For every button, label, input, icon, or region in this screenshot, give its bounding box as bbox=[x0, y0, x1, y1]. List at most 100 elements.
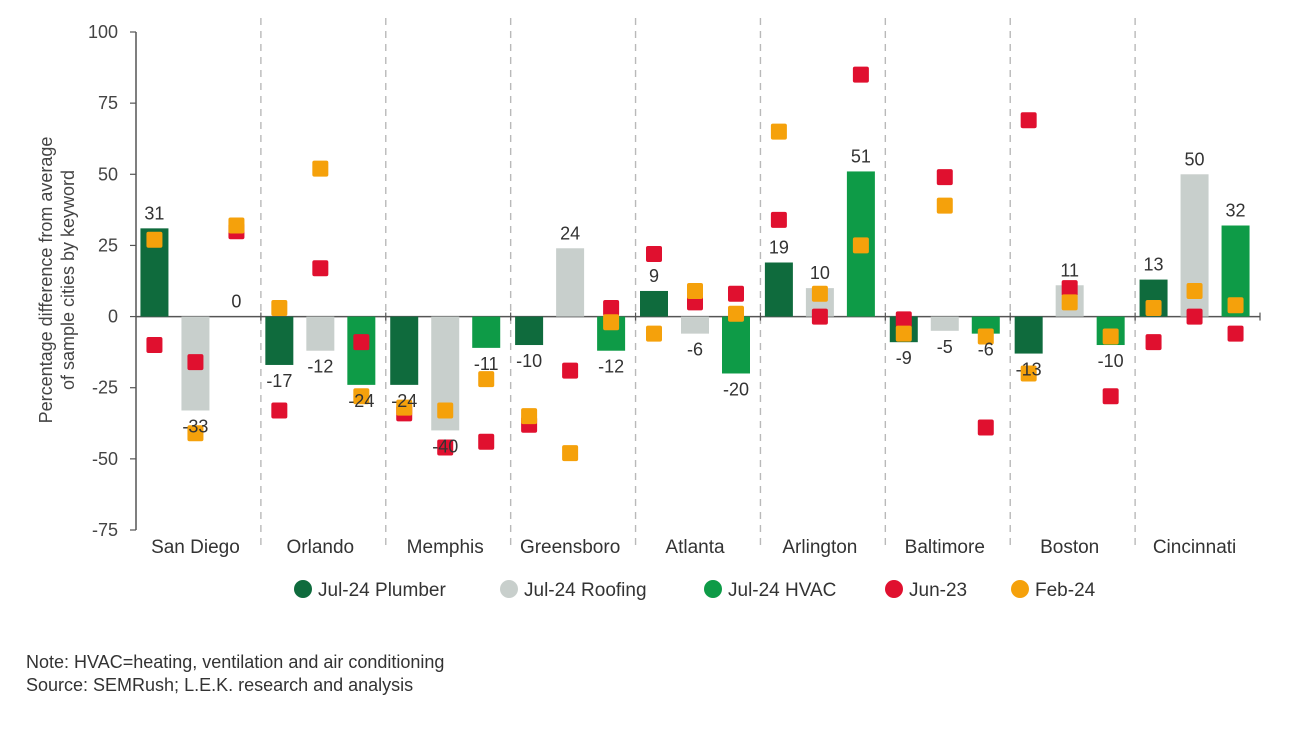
category-label-orlando: Orlando bbox=[287, 537, 355, 558]
legend-item-jun-23: Jun-23 bbox=[885, 580, 967, 601]
category-label-atlanta: Atlanta bbox=[665, 537, 725, 558]
bar-jul-24-plumber-memphis bbox=[390, 316, 419, 385]
data-label-jul-24-hvac-greensboro: -12 bbox=[598, 357, 624, 377]
data-label-jul-24-roofing-atlanta: -6 bbox=[687, 340, 703, 360]
y-axis-title: Percentage difference from average of sam… bbox=[36, 137, 78, 424]
y-tick-label: -50 bbox=[92, 449, 118, 469]
data-label-jul-24-plumber-boston: -13 bbox=[1016, 360, 1042, 380]
marker-jun-23-orlando-1 bbox=[271, 402, 288, 419]
data-label-jul-24-roofing-cincinnati: 50 bbox=[1185, 149, 1205, 169]
markers bbox=[146, 66, 1244, 462]
marker-feb-24-orlando-3 bbox=[353, 388, 370, 405]
bar-jul-24-plumber-orlando bbox=[265, 316, 294, 365]
marker-jun-23-arlington-2 bbox=[811, 308, 828, 325]
marker-feb-24-memphis-2 bbox=[437, 402, 454, 419]
data-label-jul-24-plumber-san-diego: 31 bbox=[144, 203, 164, 223]
bar-jul-24-roofing-orlando bbox=[306, 316, 335, 351]
marker-feb-24-boston-3 bbox=[1102, 328, 1119, 345]
chart-notes: Note: HVAC=heating, ventilation and air … bbox=[26, 651, 444, 697]
marker-feb-24-boston-2 bbox=[1061, 294, 1078, 311]
data-label-jul-24-hvac-atlanta: -20 bbox=[723, 379, 749, 399]
marker-feb-24-memphis-1 bbox=[396, 399, 413, 416]
data-label-jul-24-plumber-memphis: -24 bbox=[391, 391, 417, 411]
bar-jul-24-hvac-atlanta bbox=[722, 316, 750, 374]
data-label-jul-24-plumber-baltimore: -9 bbox=[896, 348, 912, 368]
category-label-cincinnati: Cincinnati bbox=[1153, 537, 1236, 558]
legend-item-feb-24: Feb-24 bbox=[1011, 580, 1096, 601]
data-label-jul-24-roofing-san-diego: -33 bbox=[182, 416, 208, 436]
marker-jun-23-cincinnati-1 bbox=[1145, 334, 1162, 351]
data-label-jul-24-roofing-memphis: -40 bbox=[432, 436, 458, 456]
data-label-jul-24-hvac-orlando: -24 bbox=[348, 391, 374, 411]
marker-feb-24-baltimore-1 bbox=[895, 325, 912, 342]
marker-jun-23-boston-2 bbox=[1061, 280, 1078, 297]
data-label-jul-24-hvac-san-diego: 0 bbox=[231, 292, 241, 312]
legend-swatch bbox=[500, 580, 518, 598]
data-label-jul-24-hvac-cincinnati: 32 bbox=[1226, 201, 1246, 221]
marker-jun-23-orlando-2 bbox=[312, 260, 329, 277]
data-labels: 31 -33 0 -17 -12 -24 -24 -40 -11 -10 24 -12 9 -6 -20 19… bbox=[144, 146, 1245, 456]
legend-item-jul-24-roofing: Jul-24 Roofing bbox=[500, 580, 647, 601]
category-label-boston: Boston bbox=[1040, 537, 1099, 558]
bar-jul-24-plumber-atlanta bbox=[640, 290, 668, 317]
bar-jul-24-hvac-orlando bbox=[347, 316, 376, 385]
marker-feb-24-san-diego-3 bbox=[228, 217, 245, 234]
data-label-jul-24-roofing-arlington: 10 bbox=[810, 263, 830, 283]
bar-jul-24-roofing-baltimore bbox=[930, 316, 959, 331]
y-tick-label: -25 bbox=[92, 378, 118, 398]
category-label-greensboro: Greensboro bbox=[520, 537, 620, 558]
y-axis-title-line: of sample cities by keyword bbox=[58, 170, 78, 390]
y-ticks: 100 75 50 25 0 -25 -50 -75 bbox=[88, 22, 136, 540]
marker-feb-24-cincinnati-3 bbox=[1227, 297, 1244, 314]
y-tick-label: 50 bbox=[98, 164, 118, 184]
legend-label: Jun-23 bbox=[909, 580, 967, 601]
y-tick-label: 75 bbox=[98, 93, 118, 113]
legend-label: Jul-24 HVAC bbox=[728, 580, 836, 601]
marker-feb-24-greensboro-3 bbox=[603, 314, 620, 331]
data-label-jul-24-plumber-orlando: -17 bbox=[266, 371, 292, 391]
legend: Jul-24 Plumber Jul-24 Roofing Jul-24 HVAC J… bbox=[294, 580, 1096, 601]
bar-jul-24-hvac-memphis bbox=[472, 316, 501, 348]
data-label-jul-24-roofing-greensboro: 24 bbox=[560, 223, 580, 243]
category-labels: San Diego Orlando Memphis Greensboro Atlanta… bbox=[151, 537, 1236, 558]
category-separators bbox=[260, 18, 1136, 545]
marker-jun-23-memphis-3 bbox=[478, 433, 495, 450]
marker-feb-24-atlanta-1 bbox=[646, 325, 662, 342]
marker-jun-23-boston-3 bbox=[1102, 388, 1119, 405]
y-tick-label: 0 bbox=[108, 307, 118, 327]
marker-jun-23-cincinnati-2 bbox=[1186, 308, 1203, 325]
marker-feb-24-arlington-2 bbox=[811, 285, 828, 302]
marker-jun-23-baltimore-2 bbox=[936, 169, 953, 186]
legend-label: Jul-24 Plumber bbox=[318, 580, 446, 601]
legend-swatch bbox=[885, 580, 903, 598]
legend-item-jul-24-plumber: Jul-24 Plumber bbox=[294, 580, 446, 601]
axes bbox=[135, 32, 1261, 530]
data-label-jul-24-roofing-orlando: -12 bbox=[307, 357, 333, 377]
y-tick-label: 25 bbox=[98, 235, 118, 255]
marker-jun-23-baltimore-1 bbox=[895, 311, 912, 328]
marker-feb-24-cincinnati-2 bbox=[1186, 282, 1203, 299]
data-label-jul-24-roofing-baltimore: -5 bbox=[937, 337, 953, 357]
data-label-jul-24-plumber-arlington: 19 bbox=[769, 238, 789, 258]
marker-feb-24-atlanta-3 bbox=[728, 305, 744, 322]
bar-jul-24-plumber-arlington bbox=[764, 262, 793, 317]
marker-feb-24-cincinnati-1 bbox=[1145, 300, 1162, 317]
chart: 100 75 50 25 0 -25 -50 -75 31 -33 0 -17 -12 -24 -24 -4… bbox=[36, 18, 1261, 601]
marker-feb-24-san-diego-2 bbox=[187, 425, 204, 442]
legend-swatch bbox=[704, 580, 722, 598]
data-label-jul-24-hvac-baltimore: -6 bbox=[978, 340, 994, 360]
marker-feb-24-memphis-3 bbox=[478, 371, 495, 388]
marker-jun-23-atlanta-1 bbox=[646, 245, 662, 262]
data-label-jul-24-hvac-memphis: -11 bbox=[474, 354, 499, 374]
category-label-baltimore: Baltimore bbox=[905, 537, 985, 558]
bar-jul-24-plumber-boston bbox=[1014, 316, 1043, 354]
marker-jun-23-cincinnati-3 bbox=[1227, 325, 1244, 342]
legend-swatch bbox=[294, 580, 312, 598]
marker-feb-24-arlington-1 bbox=[770, 123, 787, 140]
note-text: Note: HVAC=heating, ventilation and air … bbox=[26, 652, 445, 672]
y-axis-title-text: Percentage difference from average of sam… bbox=[36, 137, 78, 424]
marker-jun-23-san-diego-2 bbox=[187, 354, 204, 371]
marker-jun-23-arlington-3 bbox=[852, 66, 869, 83]
marker-jun-23-baltimore-3 bbox=[977, 419, 994, 436]
marker-feb-24-greensboro-1 bbox=[521, 408, 538, 425]
